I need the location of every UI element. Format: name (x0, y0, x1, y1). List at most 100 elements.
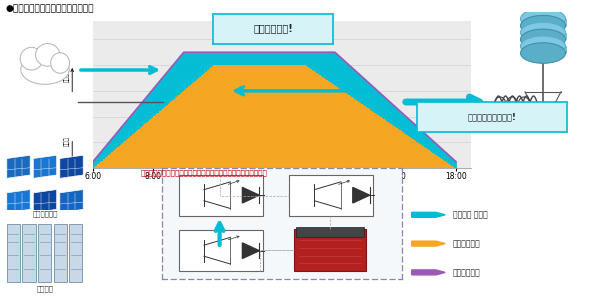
Bar (169, 102, 171, 168)
Bar (139, 128, 141, 168)
Bar (151, 118, 152, 168)
Bar (177, 59, 179, 95)
Bar (280, 52, 281, 64)
Bar (140, 127, 142, 168)
Bar (386, 100, 388, 121)
Bar (330, 52, 332, 82)
Bar (419, 144, 421, 168)
Bar (187, 52, 189, 86)
Bar (394, 126, 395, 168)
Bar (288, 52, 289, 64)
Bar (107, 156, 109, 168)
Bar (428, 150, 430, 168)
Bar (233, 64, 234, 168)
Bar (380, 117, 382, 168)
Bar (313, 70, 314, 168)
Bar (332, 84, 334, 168)
Bar (330, 82, 332, 168)
Bar (292, 64, 294, 168)
Bar (92, 162, 94, 168)
Bar (233, 52, 235, 64)
Bar (175, 62, 177, 97)
Bar (275, 52, 277, 64)
Bar (214, 64, 215, 168)
FancyArrow shape (412, 241, 445, 246)
Bar (137, 129, 139, 168)
Bar (377, 91, 379, 115)
Bar (103, 148, 105, 159)
Bar (454, 160, 455, 167)
Bar (118, 131, 119, 146)
Bar (292, 52, 293, 64)
Bar (296, 64, 298, 168)
Bar (190, 52, 192, 84)
Bar (259, 64, 260, 168)
Bar (443, 160, 445, 168)
Text: 充電・放電量: 充電・放電量 (64, 63, 70, 82)
Bar (283, 64, 284, 168)
Bar (306, 66, 308, 168)
Bar (131, 115, 133, 135)
Bar (101, 160, 103, 168)
Bar (297, 52, 299, 64)
Bar (439, 146, 440, 157)
Bar (384, 119, 385, 168)
Bar (237, 52, 239, 64)
Bar (114, 149, 116, 168)
Bar (185, 88, 187, 168)
Bar (396, 108, 398, 128)
Bar (319, 74, 320, 168)
Bar (439, 157, 441, 168)
Bar (268, 52, 270, 64)
Bar (218, 52, 220, 64)
Bar (227, 64, 229, 168)
Bar (443, 151, 445, 160)
Bar (216, 52, 217, 64)
Bar (422, 131, 423, 145)
Bar (185, 52, 186, 89)
Bar (329, 52, 330, 81)
Bar (282, 64, 284, 168)
Bar (170, 101, 172, 168)
Bar (436, 145, 438, 155)
Bar (331, 52, 332, 83)
Bar (161, 109, 163, 168)
Bar (228, 64, 230, 168)
Bar (317, 52, 319, 74)
Bar (268, 64, 270, 168)
Bar (425, 148, 427, 168)
Bar (365, 81, 367, 107)
Bar (194, 81, 196, 168)
Bar (131, 135, 133, 168)
Bar (107, 143, 109, 155)
Bar (434, 143, 436, 154)
Bar (227, 52, 229, 64)
Bar (124, 123, 126, 141)
Bar (368, 83, 370, 109)
Bar (121, 127, 123, 143)
Bar (272, 64, 274, 168)
Bar (223, 52, 225, 64)
Bar (432, 152, 433, 168)
Bar (239, 64, 241, 168)
Bar (228, 52, 230, 64)
Bar (249, 64, 251, 168)
Polygon shape (242, 188, 259, 203)
Bar (451, 166, 453, 168)
Bar (231, 64, 233, 168)
Bar (344, 61, 346, 92)
Bar (138, 106, 140, 129)
Bar (163, 108, 164, 168)
Bar (221, 64, 223, 168)
Bar (398, 129, 399, 168)
Bar (241, 64, 243, 168)
Bar (331, 83, 333, 168)
Bar (421, 131, 422, 145)
Bar (395, 107, 397, 127)
Bar (169, 70, 170, 103)
Bar (307, 52, 308, 67)
Bar (239, 52, 241, 64)
Bar (282, 52, 284, 64)
Bar (166, 72, 168, 104)
Bar (437, 146, 439, 156)
